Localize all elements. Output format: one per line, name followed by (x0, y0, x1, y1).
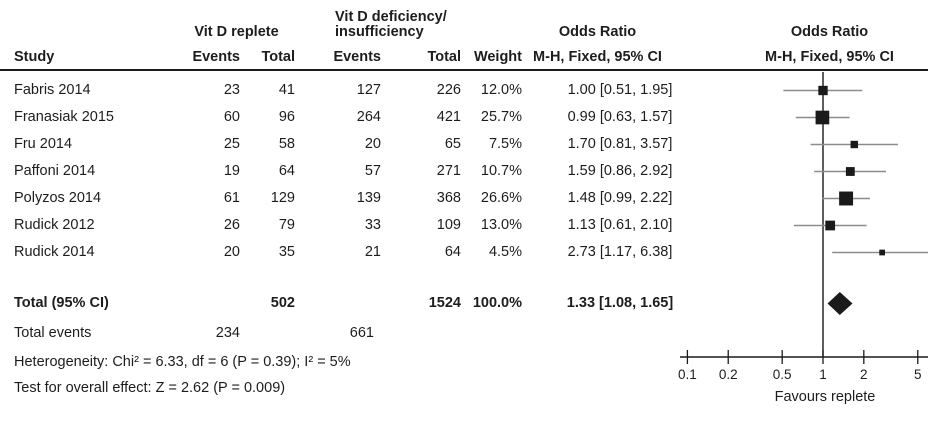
deficient-total: 65 (444, 136, 461, 152)
study-name: Rudick 2012 (14, 217, 95, 233)
replete-events: 19 (223, 163, 240, 179)
replete-events: 25 (223, 136, 240, 152)
study-weight: 12.0% (480, 82, 522, 98)
deficient-total: 368 (436, 190, 461, 206)
study-name: Franasiak 2015 (14, 109, 114, 125)
study-row: Paffoni 2014 19 64 57 271 10.7% 1.59 [0.… (0, 158, 692, 185)
study-name: Paffoni 2014 (14, 163, 96, 179)
total1-column-header: Total (261, 49, 295, 65)
or-square (845, 167, 855, 176)
study-odds-ratio: 1.70 [0.81, 3.57] (567, 136, 673, 152)
study-odds-ratio: 1.59 [0.86, 2.92] (567, 163, 673, 179)
study-weight: 25.7% (480, 109, 522, 125)
total-row-replete-total: 502 (270, 295, 295, 311)
total-events-deficient: 661 (349, 325, 374, 341)
plot-column-header-line2: M-H, Fixed, 95% CI (765, 49, 894, 65)
or-column-header-line1: Odds Ratio (558, 24, 637, 40)
study-odds-ratio: 2.73 [1.17, 6.38] (567, 244, 673, 260)
study-name: Rudick 2014 (14, 244, 95, 260)
group2-header-line1: Vit D deficiency/ (335, 9, 447, 25)
replete-events: 61 (223, 190, 240, 206)
total-events-label: Total events (14, 325, 92, 341)
study-weight: 7.5% (488, 136, 522, 152)
study-row: Polyzos 2014 61 129 139 368 26.6% 1.48 [… (0, 185, 692, 212)
weight-column-header: Weight (473, 49, 522, 65)
study-row: Fabris 2014 23 41 127 226 12.0% 1.00 [0.… (0, 77, 692, 104)
deficient-total: 109 (436, 217, 461, 233)
study-row: Franasiak 2015 60 96 264 421 25.7% 0.99 … (0, 104, 692, 131)
axis-tick-label: 0.1 (678, 367, 697, 382)
study-odds-ratio: 1.00 [0.51, 1.95] (567, 82, 673, 98)
replete-total: 129 (270, 190, 295, 206)
total-row-weight: 100.0% (472, 295, 522, 311)
deficient-events: 20 (364, 136, 381, 152)
heterogeneity-stats: Heterogeneity: Chi² = 6.33, df = 6 (P = … (14, 354, 351, 370)
or-square (815, 110, 830, 125)
replete-events: 26 (223, 217, 240, 233)
events1-column-header: Events (192, 49, 240, 65)
replete-total: 58 (278, 136, 295, 152)
replete-total: 41 (278, 82, 295, 98)
deficient-total: 226 (436, 82, 461, 98)
total-events-replete: 234 (215, 325, 240, 341)
replete-events: 60 (223, 109, 240, 125)
replete-events: 23 (223, 82, 240, 98)
deficient-events: 127 (356, 82, 381, 98)
study-odds-ratio: 1.13 [0.61, 2.10] (567, 217, 673, 233)
plot-column-header-line1: Odds Ratio (790, 24, 869, 40)
axis-tick-label: 0.5 (773, 367, 792, 382)
total-diamond (827, 292, 853, 315)
deficient-events: 33 (364, 217, 381, 233)
or-square (818, 85, 828, 96)
or-column-header-line2: M-H, Fixed, 95% CI (533, 49, 662, 65)
or-square (839, 191, 854, 206)
axis-tick-label: 5 (914, 367, 922, 382)
events2-column-header: Events (333, 49, 381, 65)
study-weight: 10.7% (480, 163, 522, 179)
study-row: Rudick 2012 26 79 33 109 13.0% 1.13 [0.6… (0, 212, 692, 239)
total-row-label: Total (95% CI) (14, 295, 109, 311)
deficient-events: 139 (356, 190, 381, 206)
total-events-row: Total events 234 661 (0, 320, 692, 347)
deficient-total: 421 (436, 109, 461, 125)
replete-total: 64 (278, 163, 295, 179)
replete-events: 20 (223, 244, 240, 260)
deficient-total: 64 (444, 244, 461, 260)
study-name: Fabris 2014 (14, 82, 91, 98)
favours-label: Favours replete (775, 389, 876, 405)
axis-tick-label: 1 (819, 367, 827, 382)
study-weight: 4.5% (488, 244, 522, 260)
overall-effect-stats: Test for overall effect: Z = 2.62 (P = 0… (14, 380, 286, 396)
deficient-events: 57 (364, 163, 381, 179)
study-weight: 13.0% (480, 217, 522, 233)
group2-header-line2: insufficiency (335, 24, 424, 40)
or-square (879, 249, 886, 256)
study-weight: 26.6% (480, 190, 522, 206)
deficient-total: 271 (436, 163, 461, 179)
study-row: Rudick 2014 20 35 21 64 4.5% 2.73 [1.17,… (0, 239, 692, 266)
total2-column-header: Total (427, 49, 461, 65)
study-name: Fru 2014 (14, 136, 73, 152)
axis-tick-label: 2 (860, 367, 868, 382)
group1-header: Vit D replete (194, 24, 279, 40)
study-odds-ratio: 1.48 [0.99, 2.22] (567, 190, 673, 206)
deficient-events: 21 (364, 244, 381, 260)
replete-total: 96 (278, 109, 295, 125)
study-row: Fru 2014 25 58 20 65 7.5% 1.70 [0.81, 3.… (0, 131, 692, 158)
deficient-events: 264 (356, 109, 381, 125)
study-column-header: Study (14, 49, 55, 65)
or-square (850, 140, 858, 149)
axis-tick-label: 0.2 (719, 367, 738, 382)
study-odds-ratio: 0.99 [0.63, 1.57] (567, 109, 673, 125)
or-square (825, 220, 836, 231)
total-row-deficient-total: 1524 (428, 295, 461, 311)
replete-total: 79 (278, 217, 295, 233)
total-row: Total (95% CI) 502 1524 100.0% 1.33 [1.0… (0, 290, 692, 317)
study-name: Polyzos 2014 (14, 190, 102, 206)
total-row-odds-ratio: 1.33 [1.08, 1.65] (566, 295, 674, 311)
replete-total: 35 (278, 244, 295, 260)
forest-plot: 0.1 0.2 0.5 1 2 5 Favours replete (678, 72, 928, 405)
header-divider (0, 69, 928, 71)
